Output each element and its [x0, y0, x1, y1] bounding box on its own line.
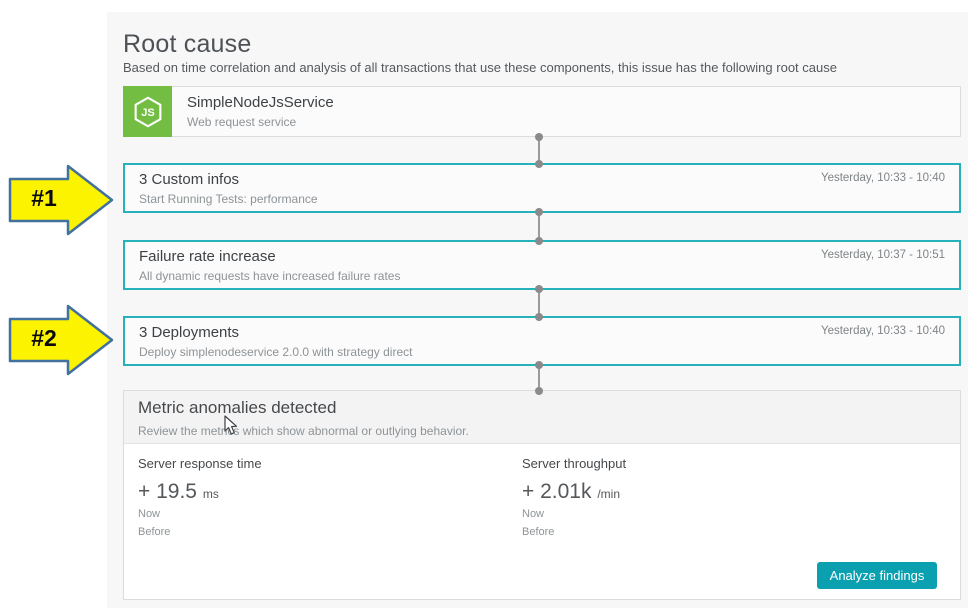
- timeline-connector: [535, 285, 543, 321]
- callout-arrow-1: #1: [6, 163, 116, 237]
- now-bar-row: Now: [138, 506, 498, 522]
- event-title: 3 Deployments: [139, 324, 240, 341]
- nodejs-icon: JS: [123, 86, 172, 137]
- metric-anomalies-header: Metric anomalies detected Review the met…: [124, 391, 960, 444]
- callout-label: #2: [31, 325, 57, 351]
- arrow-right-icon: [8, 164, 114, 236]
- metric-server-response-time: Server response time + 19.5 ms Now Befor…: [138, 456, 498, 540]
- event-title: Failure rate increase: [139, 248, 276, 265]
- metric-name: Server throughput: [522, 456, 627, 471]
- event-description: Start Running Tests: performance: [139, 192, 318, 206]
- nodejs-hexagon-icon: JS: [134, 96, 161, 127]
- metric-change-value: + 19.5 ms: [138, 480, 498, 504]
- metric-server-throughput: Server throughput + 2.01k /min Now Befor…: [522, 456, 882, 540]
- mouse-cursor-icon: [224, 415, 238, 435]
- event-card-custom-infos[interactable]: 3 Custom infos Start Running Tests: perf…: [123, 163, 961, 213]
- metric-delta: + 2.01k: [522, 480, 592, 503]
- callout-label: #1: [31, 185, 57, 211]
- analyze-findings-button[interactable]: Analyze findings: [817, 562, 937, 589]
- metric-anomalies-subtitle: Review the metrics which show abnormal o…: [138, 424, 469, 438]
- event-title: 3 Custom infos: [139, 171, 240, 188]
- now-bar-row: Now: [522, 506, 882, 522]
- metric-anomalies-card: Metric anomalies detected Review the met…: [123, 390, 961, 600]
- arrow-right-icon: [8, 304, 114, 376]
- now-label: Now: [138, 508, 161, 520]
- before-bar-row: Before: [138, 524, 498, 540]
- event-card-failure-rate[interactable]: Failure rate increase All dynamic reques…: [123, 240, 961, 290]
- metric-change-value: + 2.01k /min: [522, 480, 882, 504]
- metric-unit: /min: [597, 487, 620, 501]
- page-title: Root cause: [123, 30, 252, 58]
- page-subtitle: Based on time correlation and analysis o…: [123, 60, 837, 75]
- now-label: Now: [522, 508, 545, 520]
- timeline-connector: [535, 208, 543, 245]
- metric-name: Server response time: [138, 456, 262, 471]
- svg-text:JS: JS: [141, 107, 155, 119]
- event-description: All dynamic requests have increased fail…: [139, 269, 401, 283]
- service-name: SimpleNodeJsService: [187, 94, 334, 111]
- timeline-connector: [535, 361, 543, 395]
- event-description: Deploy simplenodeservice 2.0.0 with stra…: [139, 345, 413, 359]
- timeline-connector: [535, 133, 543, 168]
- service-type: Web request service: [187, 115, 297, 129]
- before-bar-track: [569, 529, 871, 536]
- event-timestamp: Yesterday, 10:33 - 10:40: [820, 172, 945, 184]
- event-timestamp: Yesterday, 10:33 - 10:40: [820, 325, 945, 337]
- before-bar-row: Before: [522, 524, 882, 540]
- now-bar-track: [569, 511, 871, 518]
- before-bar-track: [185, 529, 487, 536]
- metric-delta: + 19.5: [138, 480, 197, 503]
- metric-anomalies-title: Metric anomalies detected: [138, 398, 337, 417]
- before-label: Before: [138, 526, 171, 538]
- now-bar-track: [185, 511, 487, 518]
- before-label: Before: [522, 526, 555, 538]
- service-card[interactable]: JS SimpleNodeJsService Web request servi…: [123, 86, 961, 137]
- callout-arrow-2: #2: [6, 303, 116, 377]
- metric-unit: ms: [202, 487, 219, 501]
- event-timestamp: Yesterday, 10:37 - 10:51: [820, 249, 945, 261]
- event-card-deployments[interactable]: 3 Deployments Deploy simplenodeservice 2…: [123, 316, 961, 366]
